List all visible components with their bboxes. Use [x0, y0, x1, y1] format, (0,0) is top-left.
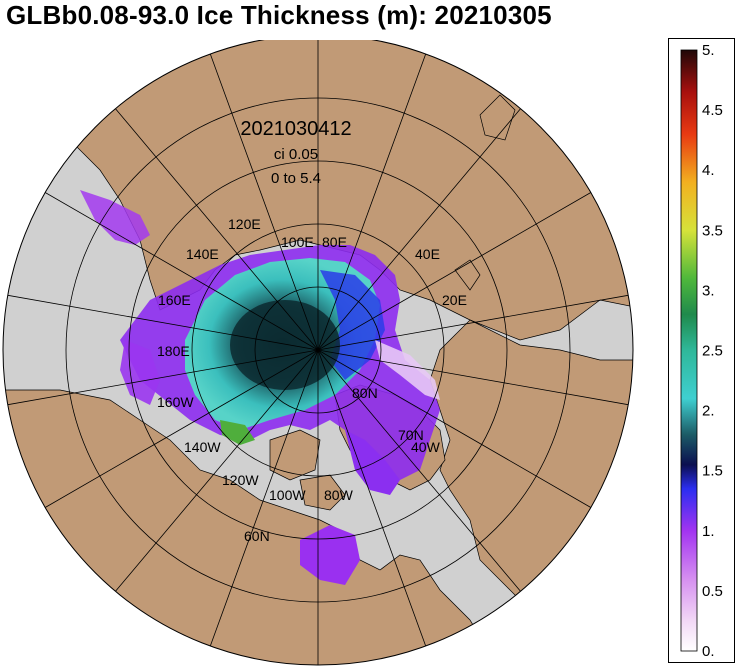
lon-label-160w: 160W — [157, 394, 194, 410]
lat-label-80n: 80N — [352, 385, 378, 401]
map-boundary — [2, 40, 634, 666]
colorbar-tick-label: 4.5 — [702, 102, 723, 119]
lon-label-80e: 80E — [322, 234, 347, 250]
colorbar-tick-label: 0. — [702, 643, 715, 660]
lon-label-100w: 100W — [269, 487, 306, 503]
map-title: GLBb0.08-93.0 Ice Thickness (m): 2021030… — [6, 0, 552, 30]
lon-label-80w: 80W — [324, 487, 354, 503]
lat-label-70n: 70N — [398, 427, 424, 443]
colorbar-tick-label: 3.5 — [702, 222, 723, 239]
run-id-label: 2021030412 — [240, 118, 351, 140]
polar-map: 2021030412 ci 0.05 0 to 5.4 120E 140E 10… — [0, 40, 650, 667]
lon-label-40e: 40E — [415, 246, 440, 262]
colorbar: 5. 4.5 4. 3.5 3. 2.5 2. 1.5 1. 0.5 0. — [668, 38, 735, 663]
lat-label-60n: 60N — [244, 528, 270, 544]
colorbar-tick-label: 2.5 — [702, 343, 723, 360]
lon-label-40w: 40W — [411, 439, 441, 455]
lon-label-180e: 180E — [157, 343, 190, 359]
lon-label-140e: 140E — [186, 246, 219, 262]
lon-label-20e: 20E — [442, 292, 467, 308]
meridians — [7, 40, 629, 665]
lon-label-140w: 140W — [184, 439, 221, 455]
lon-label-120e: 120E — [228, 216, 261, 232]
lon-label-120w: 120W — [222, 472, 259, 488]
colorbar-tick-label: 3. — [702, 282, 715, 299]
range-label: 0 to 5.4 — [271, 170, 321, 187]
lon-label-100e: 100E — [281, 234, 314, 250]
colorbar-tick-label: 2. — [702, 403, 715, 420]
contour-interval-label: ci 0.05 — [274, 146, 318, 163]
colorbar-tick-label: 1.5 — [702, 463, 723, 480]
colorbar-tick-label: 1. — [702, 523, 715, 540]
colorbar-tick-label: 4. — [702, 162, 715, 179]
colorbar-tick-label: 0.5 — [702, 583, 723, 600]
colorbar-tick-label: 5. — [702, 42, 715, 59]
lon-label-160e: 160E — [158, 292, 191, 308]
colorbar-scale — [680, 49, 698, 652]
